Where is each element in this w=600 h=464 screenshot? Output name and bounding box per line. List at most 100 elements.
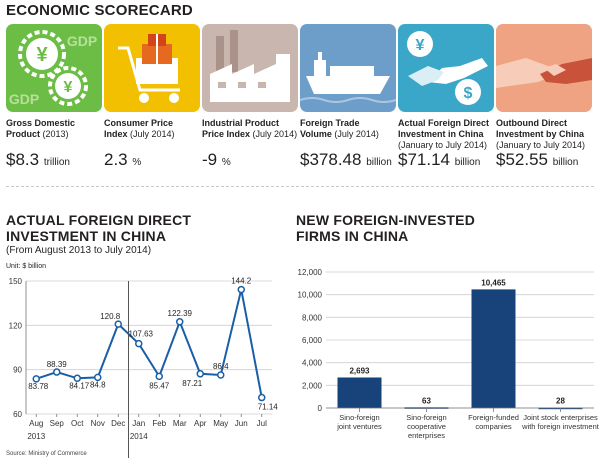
data-label: 85.47 bbox=[149, 381, 170, 390]
x-category-label: with foreign investment bbox=[521, 422, 600, 431]
x-category-label: Joint stock enterprises bbox=[523, 413, 598, 422]
cargo-ship-icon bbox=[300, 24, 396, 112]
odi-value: $52.55 billion bbox=[496, 150, 579, 169]
data-point bbox=[32, 375, 40, 383]
data-label: 122.39 bbox=[168, 309, 193, 318]
gdp-value: $8.3 trillion bbox=[6, 150, 70, 169]
firms-chart-title: NEW FOREIGN-INVESTED FIRMS IN CHINA bbox=[296, 212, 476, 244]
x-category-label: joint ventures bbox=[336, 422, 382, 431]
x-tick-label: Nov bbox=[91, 419, 105, 428]
y-tick-label: 120 bbox=[9, 321, 23, 330]
fdi-tile: ¥ $ bbox=[398, 24, 494, 112]
y-tick-label: 2,000 bbox=[302, 381, 323, 390]
x-tick-label: Sep bbox=[50, 419, 65, 428]
svg-text:GDP: GDP bbox=[67, 33, 97, 49]
x-tick-label: May bbox=[213, 419, 228, 428]
y-tick-label: 150 bbox=[9, 277, 23, 286]
data-point bbox=[94, 373, 102, 382]
data-point bbox=[53, 368, 61, 376]
y-tick-label: 12,000 bbox=[298, 268, 323, 277]
fdi-value: $71.14 billion bbox=[398, 150, 481, 169]
y-tick-label: 8,000 bbox=[302, 313, 323, 322]
data-point bbox=[176, 318, 184, 326]
year-label: 2013 bbox=[27, 432, 45, 441]
ppi-value: -9 % bbox=[202, 150, 231, 169]
data-label: 120.8 bbox=[100, 312, 121, 321]
data-label: 144.2 bbox=[231, 277, 252, 286]
trade-value: $378.48 billion bbox=[300, 150, 392, 169]
scorecard-title: ECONOMIC SCORECARD bbox=[6, 2, 193, 19]
x-category-label: enterprises bbox=[408, 431, 445, 440]
y-tick-label: 4,000 bbox=[302, 359, 323, 368]
bar-value-label: 63 bbox=[422, 396, 431, 405]
x-tick-label: Mar bbox=[173, 419, 187, 428]
trade-tile bbox=[300, 24, 396, 112]
data-point bbox=[237, 285, 245, 294]
svg-text:¥: ¥ bbox=[36, 44, 48, 66]
cpi-tile bbox=[104, 24, 200, 112]
bar-value-label: 10,465 bbox=[481, 278, 506, 287]
handshake-icon bbox=[496, 24, 592, 112]
x-tick-label: Jul bbox=[257, 419, 267, 428]
data-label: 88.39 bbox=[47, 360, 68, 369]
x-tick-label: Aug bbox=[29, 419, 43, 428]
data-point bbox=[196, 370, 204, 378]
x-tick-label: Jan bbox=[132, 419, 145, 428]
data-label: 107.63 bbox=[129, 330, 154, 339]
x-tick-label: Apr bbox=[194, 419, 207, 428]
gdp-coins-icon: ¥ ¥ GDP GDP bbox=[6, 24, 102, 112]
data-point bbox=[258, 393, 266, 402]
data-label: 84.8 bbox=[90, 380, 106, 389]
bar bbox=[471, 289, 516, 408]
year-label: 2014 bbox=[130, 432, 148, 441]
y-tick-label: 10,000 bbox=[298, 291, 323, 300]
x-category-label: companies bbox=[475, 422, 512, 431]
data-label: 71.14 bbox=[258, 403, 279, 412]
fdi-label: Actual Foreign Direct Investment in China… bbox=[398, 118, 490, 150]
data-label: 87.21 bbox=[182, 379, 203, 388]
data-point bbox=[114, 320, 122, 328]
odi-tile bbox=[496, 24, 592, 112]
y-tick-label: 6,000 bbox=[302, 336, 323, 345]
trade-label: Foreign Trade Volume (July 2014) bbox=[300, 118, 379, 139]
gdp-label: Gross Domestic Product (2013) bbox=[6, 118, 76, 139]
fdi-unit-label: Unit: $ billion bbox=[6, 263, 47, 270]
cpi-label: Consumer Price Index (July 2014) bbox=[104, 118, 175, 139]
cpi-value: 2.3 % bbox=[104, 150, 142, 169]
y-tick-label: 0 bbox=[318, 404, 323, 413]
data-point bbox=[217, 371, 225, 379]
x-tick-label: Jun bbox=[235, 419, 248, 428]
bar-value-label: 2,693 bbox=[349, 366, 370, 375]
bar-value-label: 28 bbox=[556, 397, 565, 406]
data-point bbox=[155, 372, 163, 381]
x-tick-label: Dec bbox=[111, 419, 125, 428]
y-tick-label: 60 bbox=[13, 410, 22, 419]
bar bbox=[337, 377, 382, 408]
svg-text:¥: ¥ bbox=[416, 37, 425, 54]
ppi-tile bbox=[202, 24, 298, 112]
data-label: 84.17 bbox=[69, 381, 90, 390]
x-category-label: cooperative bbox=[407, 422, 446, 431]
x-tick-label: Feb bbox=[152, 419, 166, 428]
source-note: Source: Ministry of Commerce bbox=[6, 451, 87, 457]
fdi-line-chart: 60 90 120 150 Aug Sep Oct Nov Dec Jan Feb Mar Apr May… bbox=[9, 277, 279, 458]
fdi-chart-title: ACTUAL FOREIGN DIRECT INVESTMENT IN CHINA bbox=[6, 212, 192, 244]
y-tick-label: 90 bbox=[13, 366, 22, 375]
factory-icon bbox=[202, 24, 298, 112]
data-point bbox=[73, 374, 81, 383]
svg-text:¥: ¥ bbox=[64, 79, 73, 96]
shopping-cart-icon bbox=[104, 24, 200, 112]
x-category-label: Sino-foreign bbox=[339, 413, 379, 422]
data-label: 86.4 bbox=[213, 362, 229, 371]
section-divider bbox=[6, 186, 594, 187]
ppi-label: Industrial Product Price Index (July 2014… bbox=[202, 118, 298, 139]
gdp-tile: ¥ ¥ GDP GDP bbox=[6, 24, 102, 112]
svg-text:$: $ bbox=[464, 85, 473, 102]
svg-text:GDP: GDP bbox=[9, 91, 39, 107]
x-tick-label: Oct bbox=[71, 419, 84, 428]
data-point bbox=[135, 339, 143, 348]
handshake-coins-icon: ¥ $ bbox=[398, 24, 494, 112]
fdi-chart-subtitle: (From August 2013 to July 2014) bbox=[6, 245, 152, 256]
x-category-label: Foreign-funded bbox=[468, 413, 519, 422]
